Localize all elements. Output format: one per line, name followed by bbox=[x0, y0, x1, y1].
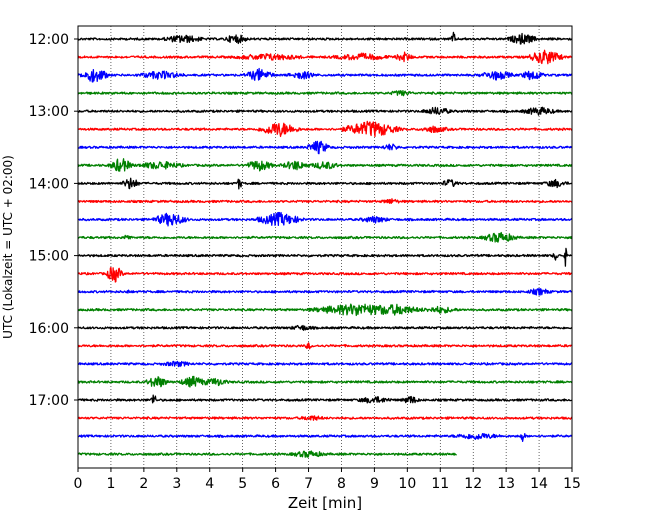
trace-1200 bbox=[77, 31, 573, 45]
x-tick-label: 0 bbox=[74, 476, 83, 492]
trace-1700 bbox=[77, 394, 573, 404]
trace-1430 bbox=[77, 211, 573, 227]
x-tick-label: 13 bbox=[497, 476, 515, 492]
trace-1645 bbox=[77, 375, 573, 388]
x-tick-label: 4 bbox=[205, 476, 214, 492]
trace-1415 bbox=[77, 198, 573, 205]
trace-1615 bbox=[77, 342, 573, 350]
trace-1715 bbox=[77, 415, 573, 421]
y-tick-label: 15:00 bbox=[29, 249, 69, 265]
x-tick-label: 7 bbox=[304, 476, 313, 492]
x-tick-label: 8 bbox=[337, 476, 346, 492]
x-tick-label: 3 bbox=[172, 476, 181, 492]
y-tick-label: 14:00 bbox=[29, 176, 69, 192]
trace-1300 bbox=[77, 106, 573, 116]
y-tick-label: 12:00 bbox=[29, 32, 69, 48]
y-tick-label: 17:00 bbox=[29, 393, 69, 409]
x-tick-label: 15 bbox=[563, 476, 581, 492]
x-tick-label: 9 bbox=[370, 476, 379, 492]
x-tick-label: 10 bbox=[398, 476, 416, 492]
x-tick-label: 5 bbox=[238, 476, 247, 492]
trace-1600 bbox=[77, 324, 573, 331]
trace-1445 bbox=[77, 231, 573, 243]
trace-1500 bbox=[77, 247, 573, 267]
x-tick-label: 2 bbox=[139, 476, 148, 492]
trace-1315 bbox=[77, 120, 573, 138]
trace-1245 bbox=[77, 90, 573, 97]
trace-1745 bbox=[77, 450, 457, 458]
plot-frame bbox=[77, 25, 573, 469]
x-tick-label: 12 bbox=[464, 476, 482, 492]
x-tick-label: 6 bbox=[271, 476, 280, 492]
y-axis-ticks: 12:00 13:00 14:00 15:00 16:00 17:00 bbox=[29, 32, 78, 409]
trace-1230 bbox=[77, 67, 573, 83]
trace-1545 bbox=[77, 303, 573, 317]
x-axis-label: Zeit [min] bbox=[288, 494, 362, 512]
x-tick-label: 1 bbox=[106, 476, 115, 492]
x-axis-ticks: 0 1 2 3 4 5 6 7 8 9 10 11 12 13 14 15 bbox=[74, 468, 581, 492]
x-tick-label: 14 bbox=[530, 476, 548, 492]
trace-1730 bbox=[77, 433, 573, 443]
trace-1215 bbox=[77, 49, 573, 65]
trace-1630 bbox=[77, 360, 573, 368]
seismic-traces bbox=[77, 31, 573, 458]
trace-1515 bbox=[77, 266, 573, 283]
x-tick-label: 11 bbox=[431, 476, 449, 492]
trace-1400 bbox=[77, 177, 573, 190]
y-tick-label: 13:00 bbox=[29, 104, 69, 120]
y-tick-label: 16:00 bbox=[29, 321, 69, 337]
trace-1345 bbox=[77, 158, 573, 172]
trace-1330 bbox=[77, 140, 573, 155]
y-axis-label: UTC (Lokalzeit = UTC + 02:00) bbox=[1, 155, 15, 339]
trace-1530 bbox=[77, 288, 573, 296]
